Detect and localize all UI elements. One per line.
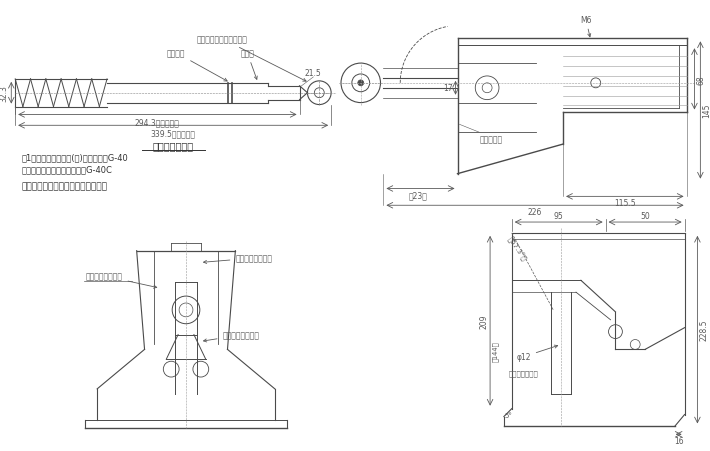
- Text: レバー回転: レバー回転: [479, 135, 503, 144]
- Text: 伸縮式: 伸縮式: [240, 49, 257, 80]
- Text: 68: 68: [697, 75, 706, 84]
- Text: 50: 50: [640, 212, 650, 221]
- Text: 95: 95: [554, 212, 564, 221]
- Text: 145: 145: [702, 104, 710, 118]
- Text: 115.5: 115.5: [614, 199, 635, 208]
- Text: 32.3: 32.3: [0, 85, 9, 102]
- Text: 339.5（最伸長）: 339.5（最伸長）: [151, 129, 196, 138]
- Text: ニッケるめっきタイプ：G-40C: ニッケるめっきタイプ：G-40C: [21, 166, 112, 175]
- Text: 17: 17: [443, 84, 452, 93]
- Text: 294.3（最縮長）: 294.3（最縮長）: [135, 118, 180, 127]
- Text: （57.3°）: （57.3°）: [506, 236, 528, 262]
- Text: ストッパ: ストッパ: [167, 49, 227, 82]
- Text: 専用操作レバー: 専用操作レバー: [153, 141, 194, 151]
- Text: リリーズスクリュ: リリーズスクリュ: [204, 331, 260, 342]
- Text: 16: 16: [674, 436, 684, 445]
- Text: ２．専用操作レバーが付属します。: ２．専用操作レバーが付属します。: [21, 182, 107, 191]
- Text: オイルフィリング: オイルフィリング: [86, 272, 157, 289]
- Text: φ12: φ12: [516, 345, 557, 361]
- Text: 21.5: 21.5: [305, 69, 321, 78]
- Text: （23）: （23）: [408, 191, 427, 200]
- Circle shape: [358, 81, 364, 87]
- Text: 5°: 5°: [505, 412, 513, 418]
- Text: （ピストン径）: （ピストン径）: [509, 369, 538, 376]
- Text: M6: M6: [580, 16, 591, 38]
- Text: 228.5: 228.5: [699, 319, 709, 341]
- Text: 操作レバー差込口: 操作レバー差込口: [204, 254, 273, 264]
- Text: 226: 226: [528, 208, 542, 217]
- Text: 209: 209: [479, 314, 488, 328]
- Text: 「144」: 「144」: [492, 341, 499, 361]
- Text: 注1．型式　標準塗装(赤)タイプ　：G-40: 注1．型式 標準塗装(赤)タイプ ：G-40: [21, 152, 128, 161]
- Text: リリーズスクリュ差込口: リリーズスクリュ差込口: [197, 35, 306, 82]
